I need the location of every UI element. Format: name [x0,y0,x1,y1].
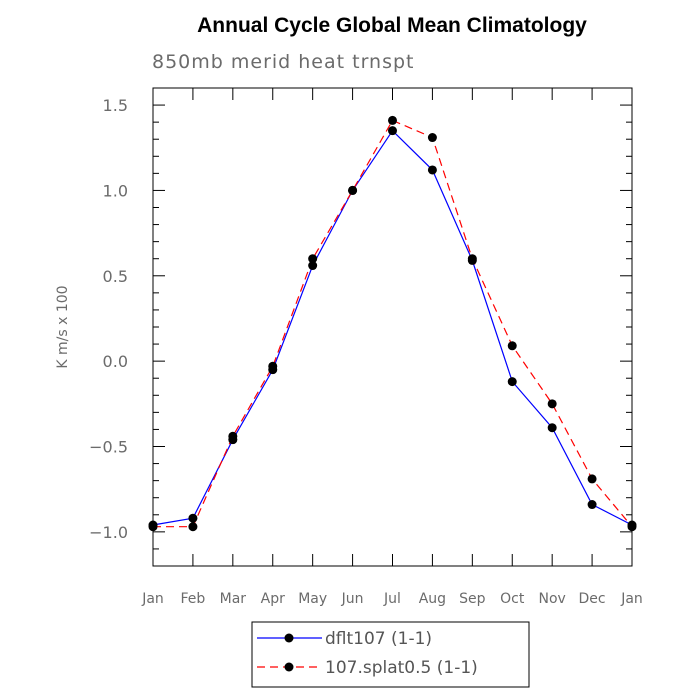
x-tick-label: Apr [261,591,285,607]
x-tick-label: Feb [181,591,206,607]
data-point-series-2 [268,361,278,371]
data-point-series-2 [148,522,158,532]
data-point-series-1 [427,165,437,175]
x-tick-label: May [298,591,327,607]
data-point-series-2 [547,399,557,409]
data-point-series-2 [228,431,238,441]
y-tick-label: −0.5 [89,438,128,457]
legend-label-series-1: dflt107 (1-1) [325,629,432,649]
x-tick-label: Dec [579,591,606,607]
legend-marker-series-2 [284,662,294,672]
chart-subtitle: 850mb merid heat trnspt [152,51,415,73]
data-point-series-2 [587,474,597,484]
plot-frame [152,87,633,567]
legend-label-series-2: 107.splat0.5 (1-1) [325,658,478,678]
data-point-series-1 [188,513,198,523]
data-point-series-2 [348,185,358,195]
x-tick-label: Nov [539,591,566,607]
chart-title: Annual Cycle Global Mean Climatology [197,14,587,37]
y-tick-label: 0.0 [103,352,128,371]
x-tick-label: Jan [620,591,643,607]
data-point-series-2 [188,522,198,532]
data-point-series-1 [547,423,557,433]
legend: dflt107 (1-1) 107.splat0.5 (1-1) [251,621,530,688]
x-tick-label: Aug [419,591,446,607]
data-point-series-1 [308,261,318,271]
plot-area [148,115,637,532]
y-tick-label: −1.0 [89,523,128,542]
x-tick-label: Jan [141,591,164,607]
data-point-series-2 [507,341,517,351]
data-point-series-1 [507,377,517,387]
x-tick-label: Mar [220,591,247,607]
y-tick-label: 0.5 [103,267,128,286]
series-line-2 [153,119,633,528]
data-point-series-2 [467,254,477,264]
data-point-series-2 [308,254,318,264]
data-point-series-2 [427,133,437,143]
axes: −1.0 −0.5 0.0 0.5 1.0 1.5 Jan Feb Mar Apr May Jun Ju… [89,87,643,607]
x-tick-label: Oct [500,591,525,607]
y-tick-label: 1.0 [103,181,128,200]
x-tick-label: Jul [383,591,401,607]
y-axis-label: K m/s x 100 [55,285,71,368]
data-point-series-2 [388,115,397,125]
series-line-1 [152,129,633,526]
legend-marker-series-1 [284,633,294,643]
data-point-series-1 [587,500,597,510]
y-tick-label: 1.5 [103,96,128,115]
data-point-series-2 [627,522,637,532]
legend-box [251,621,530,688]
x-tick-label: Sep [459,591,486,607]
x-tick-label: Jun [341,591,364,607]
data-point-series-1 [388,126,397,136]
